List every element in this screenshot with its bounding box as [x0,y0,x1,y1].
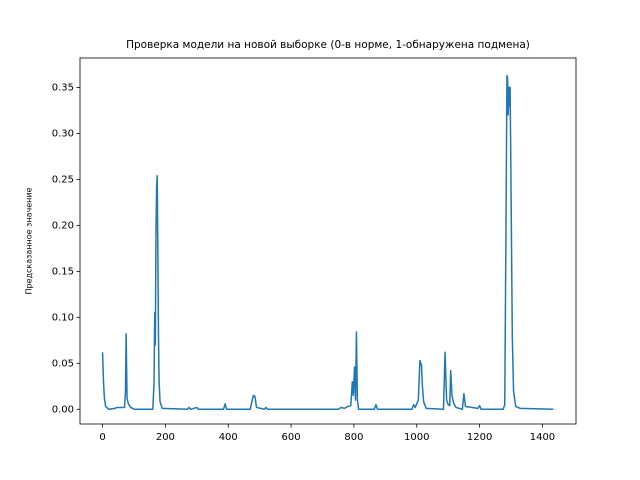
x-tick-label: 1400 [530,432,555,443]
y-tick-label: 0.35 [52,82,74,93]
y-tick-label: 0.25 [52,174,74,185]
x-tick-label: 800 [344,432,363,443]
y-tick-label: 0.00 [52,404,74,415]
x-tick-label: 400 [219,432,238,443]
y-tick-label: 0.30 [52,128,74,139]
x-tick-label: 600 [282,432,301,443]
y-axis-label: Предсказанное значение [25,187,34,294]
x-tick-label: 1200 [467,432,492,443]
y-tick-label: 0.20 [52,220,74,231]
y-tick-label: 0.10 [52,312,74,323]
x-tick-label: 200 [156,432,175,443]
chart-title: Проверка модели на новой выборке (0-в но… [126,39,530,51]
y-tick-label: 0.05 [52,358,74,369]
x-tick-label: 1000 [404,432,429,443]
plot-frame [79,57,577,425]
data-line [101,74,554,411]
x-tick-label: 0 [99,432,105,443]
y-tick-label: 0.15 [52,266,74,277]
